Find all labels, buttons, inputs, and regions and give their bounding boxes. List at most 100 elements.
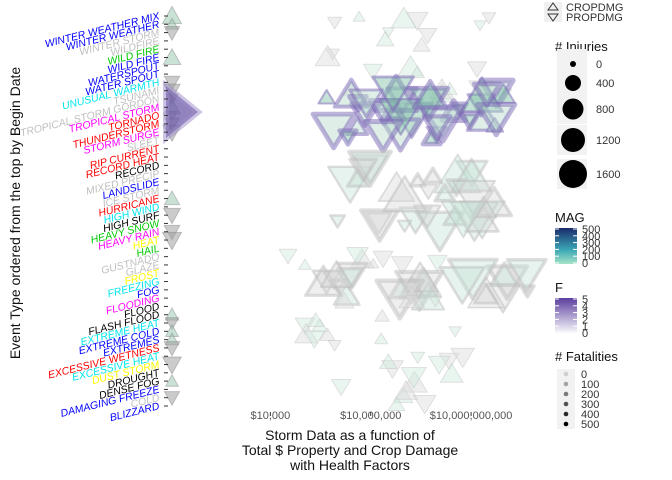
data-point — [327, 339, 342, 352]
data-point — [163, 189, 181, 206]
data-point — [390, 6, 417, 29]
y-axis-title: Event Type ordered from the top by Begin… — [7, 67, 23, 360]
data-point — [366, 258, 380, 269]
data-point — [448, 326, 462, 338]
data-point — [163, 391, 181, 407]
data-point — [334, 292, 355, 309]
propdmg-key-icon — [547, 13, 559, 22]
data-point — [481, 12, 497, 25]
data-point — [162, 47, 182, 65]
shape-legend: CROPDMG PROPDMG — [544, 2, 623, 24]
legend-key-bg — [557, 389, 575, 399]
data-point — [161, 356, 183, 375]
x-axis-title-line-3: with Health Factors — [289, 457, 410, 473]
f-key-label: 2 — [582, 314, 588, 326]
x-axis: $10,000 $10,000,000 $10,000,000,000 — [250, 410, 512, 422]
data-point — [418, 183, 439, 200]
fatalities-key-circle — [563, 371, 569, 377]
data-point — [382, 175, 428, 213]
injuries-key-circle — [559, 160, 587, 188]
f-key-label: 5 — [582, 294, 588, 306]
data-point — [405, 294, 418, 305]
mag-key-label: 100 — [582, 251, 600, 263]
x-tick-label: $10,000,000 — [340, 410, 401, 422]
data-point — [375, 31, 395, 47]
data-point — [414, 210, 466, 253]
data-point — [303, 330, 326, 349]
mag-key-label: 0 — [582, 258, 588, 270]
data-point — [473, 282, 499, 305]
data-point — [362, 63, 383, 81]
data-point — [371, 75, 416, 112]
data-point — [330, 378, 352, 396]
data-point — [408, 172, 427, 188]
data-point — [400, 367, 427, 389]
data-point — [161, 231, 183, 251]
mag-key-label: 200 — [582, 244, 600, 256]
injuries-key-label: 1200 — [596, 135, 620, 147]
data-point — [319, 327, 336, 342]
data-point — [362, 118, 404, 154]
data-point — [401, 261, 439, 293]
data-point — [412, 36, 431, 52]
data-point — [298, 258, 312, 270]
fatalities-key-label: 100 — [581, 379, 599, 391]
points-layer — [161, 5, 548, 415]
data-point — [398, 286, 426, 309]
data-point — [348, 88, 384, 119]
legend-key-bg — [557, 369, 575, 379]
f-key-label: 3 — [582, 308, 588, 320]
fatalities-key-circle — [563, 401, 569, 407]
data-point — [163, 25, 181, 42]
data-point — [163, 75, 181, 92]
data-point — [409, 65, 426, 79]
mag-legend-title: MAG — [555, 210, 585, 225]
data-point — [401, 370, 428, 393]
fatalities-key-label: 0 — [581, 369, 587, 381]
fatalities-legend-title: # Fatalities — [555, 349, 618, 364]
data-point — [394, 380, 419, 400]
data-point — [163, 79, 203, 145]
x-axis-title-line-2: Total $ Property and Crop Damage — [242, 442, 459, 458]
data-point — [428, 296, 443, 308]
data-point — [317, 88, 336, 105]
injuries-key-circle — [565, 75, 581, 91]
f-key-label: 0 — [582, 328, 588, 340]
f-colorbar — [555, 298, 577, 334]
propdmg-key-label: PROPDMG — [566, 12, 623, 24]
data-point — [410, 351, 426, 365]
injuries-key-label: 400 — [596, 78, 614, 90]
data-point — [427, 254, 448, 272]
data-point — [365, 212, 393, 235]
data-point — [377, 171, 416, 203]
data-point — [163, 341, 181, 357]
injuries-key-label: 0 — [596, 59, 602, 71]
data-point — [505, 257, 548, 294]
data-point — [450, 157, 493, 193]
f-key-label: 4 — [582, 301, 588, 313]
fatalities-key-label: 500 — [581, 419, 599, 431]
f-key-label: 1 — [582, 321, 588, 333]
cropdmg-key-label: CROPDMG — [566, 2, 623, 14]
data-point — [337, 128, 359, 147]
data-point — [278, 248, 298, 265]
data-point — [488, 261, 520, 288]
mag-key-label: 300 — [582, 238, 600, 250]
data-point — [438, 265, 486, 305]
fatalities-key-circle — [563, 391, 569, 397]
data-point — [473, 20, 487, 32]
data-point — [326, 16, 343, 30]
data-point — [438, 352, 460, 371]
data-point — [314, 44, 341, 67]
data-point — [439, 363, 464, 383]
data-point — [458, 111, 481, 131]
data-point — [471, 81, 503, 108]
data-point — [374, 308, 390, 322]
data-point — [294, 323, 319, 344]
fatalities-key-circle — [563, 421, 569, 427]
